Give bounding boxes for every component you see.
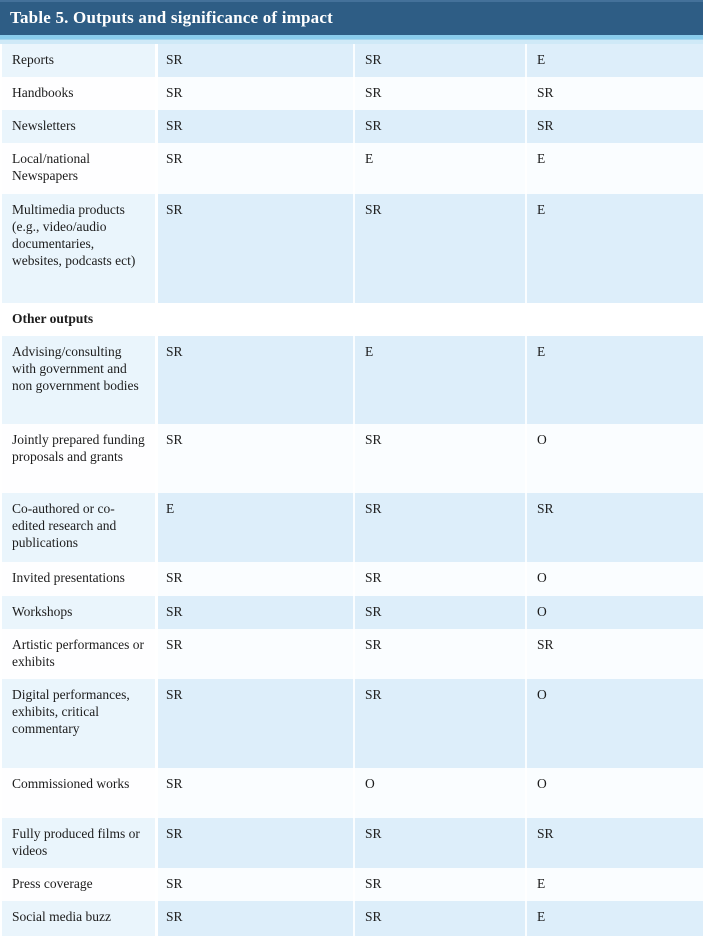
- value-cell: SR: [155, 629, 353, 679]
- value-cell: SR: [155, 768, 353, 818]
- row-label: Artistic performances or exhibits: [2, 629, 155, 679]
- value-cell: SR: [155, 596, 353, 629]
- value-cell: E: [525, 901, 703, 936]
- row-label: Workshops: [2, 596, 155, 629]
- row-label: Press coverage: [2, 868, 155, 901]
- table-row: Jointly prepared funding proposals and g…: [0, 424, 703, 493]
- value-cell: SR: [525, 493, 703, 562]
- value-cell: O: [525, 596, 703, 629]
- row-label: Invited presentations: [2, 562, 155, 596]
- value-cell: SR: [155, 679, 353, 768]
- table-row: Reports SR SR E: [0, 44, 703, 77]
- value-cell: SR: [353, 868, 525, 901]
- value-cell: SR: [155, 424, 353, 493]
- value-cell: SR: [155, 194, 353, 303]
- value-cell: E: [525, 143, 703, 194]
- value-cell: O: [525, 424, 703, 493]
- row-label: Fully produced films or videos: [2, 818, 155, 868]
- table-title: Table 5. Outputs and significance of imp…: [10, 7, 333, 27]
- value-cell: SR: [353, 562, 525, 596]
- table-row: Invited presentations SR SR O: [0, 562, 703, 596]
- value-cell: E: [155, 493, 353, 562]
- row-label: Reports: [2, 44, 155, 77]
- table-row: Co-authored or co-edited research and pu…: [0, 493, 703, 562]
- value-cell: E: [525, 44, 703, 77]
- value-cell: SR: [353, 44, 525, 77]
- row-label: Handbooks: [2, 77, 155, 110]
- value-cell: SR: [155, 868, 353, 901]
- table-body: Reports SR SR E Handbooks SR SR SR Newsletters SR…: [0, 44, 703, 936]
- row-label: Jointly prepared funding proposals and g…: [2, 424, 155, 493]
- value-cell: O: [525, 562, 703, 596]
- row-label: Local/national Newspapers: [2, 143, 155, 194]
- row-label: Advising/consulting with government and …: [2, 336, 155, 424]
- value-cell: E: [525, 194, 703, 303]
- row-label: Multimedia products (e.g., video/audio d…: [2, 194, 155, 303]
- value-cell: O: [525, 768, 703, 818]
- row-label: Digital performances, exhibits, critical…: [2, 679, 155, 768]
- value-cell: E: [353, 336, 525, 424]
- value-cell: SR: [353, 77, 525, 110]
- value-cell: SR: [353, 818, 525, 868]
- table-row: Commissioned works SR O O: [0, 768, 703, 818]
- value-cell: E: [525, 868, 703, 901]
- value-cell: SR: [525, 818, 703, 868]
- value-cell: SR: [155, 562, 353, 596]
- value-cell: E: [353, 143, 525, 194]
- table-row: Digital performances, exhibits, critical…: [0, 679, 703, 768]
- table-row: Fully produced films or videos SR SR SR: [0, 818, 703, 868]
- table-title-bar: Table 5. Outputs and significance of imp…: [0, 0, 703, 35]
- row-label: Newsletters: [2, 110, 155, 143]
- value-cell: SR: [353, 629, 525, 679]
- value-cell: SR: [353, 493, 525, 562]
- value-cell: SR: [155, 110, 353, 143]
- table-row: Artistic performances or exhibits SR SR SR: [0, 629, 703, 679]
- table-row: Press coverage SR SR E: [0, 868, 703, 901]
- value-cell: SR: [525, 629, 703, 679]
- value-cell: O: [353, 768, 525, 818]
- table-row: Social media buzz SR SR E: [0, 901, 703, 936]
- value-cell: SR: [353, 901, 525, 936]
- table-row: Multimedia products (e.g., video/audio d…: [0, 194, 703, 303]
- value-cell: SR: [155, 77, 353, 110]
- value-cell: SR: [353, 424, 525, 493]
- table-row: Newsletters SR SR SR: [0, 110, 703, 143]
- value-cell: SR: [155, 336, 353, 424]
- section-row: Other outputs: [0, 303, 703, 336]
- table-row: Handbooks SR SR SR: [0, 77, 703, 110]
- value-cell: SR: [525, 77, 703, 110]
- row-label: Commissioned works: [2, 768, 155, 818]
- value-cell: SR: [353, 679, 525, 768]
- value-cell: O: [525, 679, 703, 768]
- table-row: Local/national Newspapers SR E E: [0, 143, 703, 194]
- value-cell: E: [525, 336, 703, 424]
- table-row: Advising/consulting with government and …: [0, 336, 703, 424]
- header-accent-stripe: [0, 35, 703, 44]
- value-cell: SR: [155, 818, 353, 868]
- value-cell: SR: [353, 194, 525, 303]
- value-cell: SR: [353, 110, 525, 143]
- value-cell: SR: [155, 143, 353, 194]
- section-label: Other outputs: [2, 303, 703, 336]
- value-cell: SR: [525, 110, 703, 143]
- value-cell: SR: [155, 901, 353, 936]
- value-cell: SR: [353, 596, 525, 629]
- row-label: Co-authored or co-edited research and pu…: [2, 493, 155, 562]
- table-row: Workshops SR SR O: [0, 596, 703, 629]
- value-cell: SR: [155, 44, 353, 77]
- row-label: Social media buzz: [2, 901, 155, 936]
